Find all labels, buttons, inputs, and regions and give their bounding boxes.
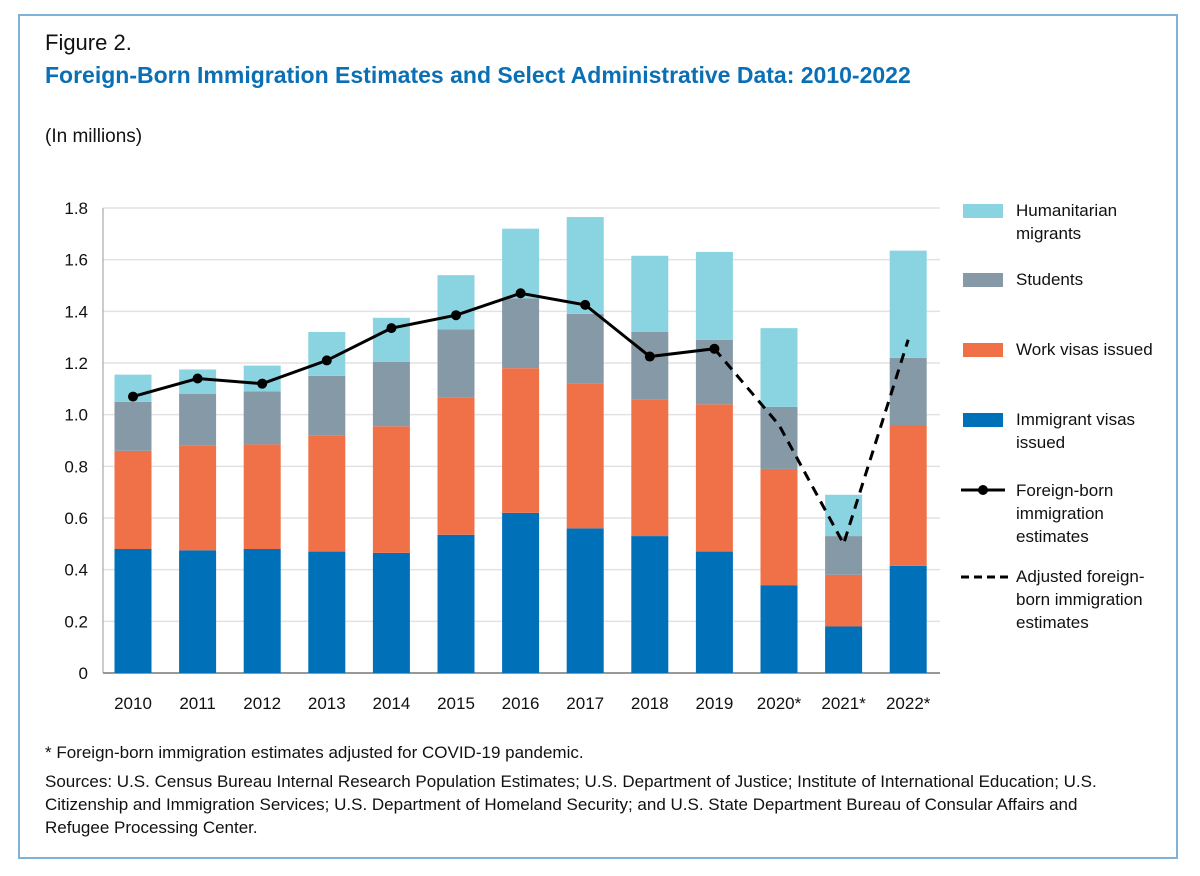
bar-segment — [437, 397, 475, 535]
bar-segment — [695, 404, 733, 552]
figure-frame — [18, 14, 1178, 859]
legend-swatch-humanitarian — [963, 204, 1003, 218]
bar-segment — [243, 391, 281, 445]
adjusted-estimates-line — [713, 339, 910, 548]
y-tick-label: 0.6 — [64, 509, 88, 528]
bar-segment — [695, 551, 733, 673]
estimate-point — [451, 310, 461, 321]
estimate-point — [257, 378, 268, 389]
x-tick-label: 2017 — [566, 694, 604, 713]
legend-label-students: Students — [1016, 270, 1084, 289]
x-tick-label: 2013 — [308, 694, 346, 713]
bar-segment — [179, 445, 217, 551]
bar-segment — [372, 426, 410, 553]
bar-segment — [308, 375, 346, 436]
bar-segment — [437, 275, 475, 330]
x-tick-label: 2016 — [502, 694, 540, 713]
bar-segment — [760, 406, 798, 469]
x-tick-label: 2021* — [821, 694, 866, 713]
legend-label-immigrant: Immigrant visas issued — [1016, 410, 1136, 452]
legend-swatch-estimates-marker — [978, 485, 988, 495]
bar-segment — [825, 626, 863, 673]
footnote: * Foreign-born immigration estimates adj… — [45, 743, 584, 762]
legend-swatch-work — [963, 343, 1003, 357]
legend-swatch-students — [963, 273, 1003, 287]
x-tick-label: 2018 — [631, 694, 669, 713]
legend-label-estimates: Foreign-born immigration estimates — [1016, 481, 1114, 546]
bar-segment — [566, 383, 604, 529]
bar-segment — [114, 549, 152, 673]
estimate-point — [386, 323, 397, 334]
x-tick-label: 2012 — [243, 694, 281, 713]
chart-title: Foreign-Born Immigration Estimates and S… — [45, 62, 911, 88]
bar-segment — [372, 552, 410, 673]
bar-segment — [308, 435, 346, 552]
legend-swatch-immigrant — [963, 413, 1003, 427]
bar-segment — [631, 332, 669, 400]
y-tick-label: 0.2 — [64, 612, 88, 631]
estimate-point — [580, 299, 591, 310]
bar-segment — [566, 528, 604, 673]
bar-segment — [437, 534, 475, 673]
bar-segment — [760, 585, 798, 673]
y-tick-label: 0.8 — [64, 457, 88, 476]
bar-segment — [372, 361, 410, 427]
y-tick-label: 0 — [79, 664, 88, 683]
x-tick-label: 2011 — [179, 694, 216, 713]
x-tick-label: 2020* — [757, 694, 802, 713]
y-tick-label: 1.8 — [64, 199, 88, 218]
legend-label-humanitarian: Humanitarian migrants — [1016, 201, 1118, 243]
bar-segment — [631, 399, 669, 537]
legend-label-adjusted: Adjusted foreign-born immigration estima… — [1016, 567, 1145, 632]
figure-label: Figure 2. — [45, 30, 132, 55]
estimate-point — [128, 391, 138, 402]
x-tick-label: 2019 — [695, 694, 733, 713]
bar-segment — [760, 468, 798, 586]
bar-segment — [825, 574, 863, 627]
x-tick-label: 2015 — [437, 694, 475, 713]
estimate-point — [192, 373, 203, 384]
bar-segment — [631, 536, 669, 673]
bar-segment — [308, 551, 346, 673]
y-tick-label: 0.4 — [64, 561, 88, 580]
sources: Sources: U.S. Census Bureau Internal Res… — [45, 772, 1097, 837]
bar-segment — [502, 512, 540, 673]
estimate-point — [515, 288, 526, 299]
y-tick-label: 1.6 — [64, 251, 88, 270]
bar-segment — [114, 401, 152, 451]
bar-segment — [566, 313, 604, 384]
x-tick-label: 2022* — [886, 694, 931, 713]
bar-segment — [179, 550, 217, 673]
x-tick-label: 2014 — [372, 694, 410, 713]
y-tick-label: 1.0 — [64, 406, 88, 425]
bar-segment — [437, 329, 475, 398]
estimates-line — [132, 291, 715, 399]
y-tick-label: 1.4 — [64, 302, 88, 321]
bar-segment — [695, 251, 733, 340]
bar-segment — [566, 217, 604, 314]
bar-segment — [889, 565, 927, 673]
x-tick-label: 2010 — [114, 694, 152, 713]
bar-segment — [502, 368, 540, 513]
bar-segment — [243, 444, 281, 549]
y-tick-label: 1.2 — [64, 354, 88, 373]
bar-segment — [760, 328, 798, 407]
chart-subtitle: (In millions) — [45, 126, 143, 147]
bar-segment — [502, 228, 540, 299]
legend-label-work: Work visas issued — [1016, 340, 1153, 359]
estimate-point — [321, 355, 332, 366]
bar-segment — [502, 298, 540, 369]
bar-segment — [889, 425, 927, 566]
bar-segment — [889, 357, 927, 425]
estimate-point — [644, 351, 655, 362]
bar-segment — [825, 536, 863, 575]
bar-segment — [179, 394, 217, 446]
bar-segment — [243, 549, 281, 673]
bar-segment — [114, 450, 152, 549]
bar-segment — [631, 255, 669, 332]
